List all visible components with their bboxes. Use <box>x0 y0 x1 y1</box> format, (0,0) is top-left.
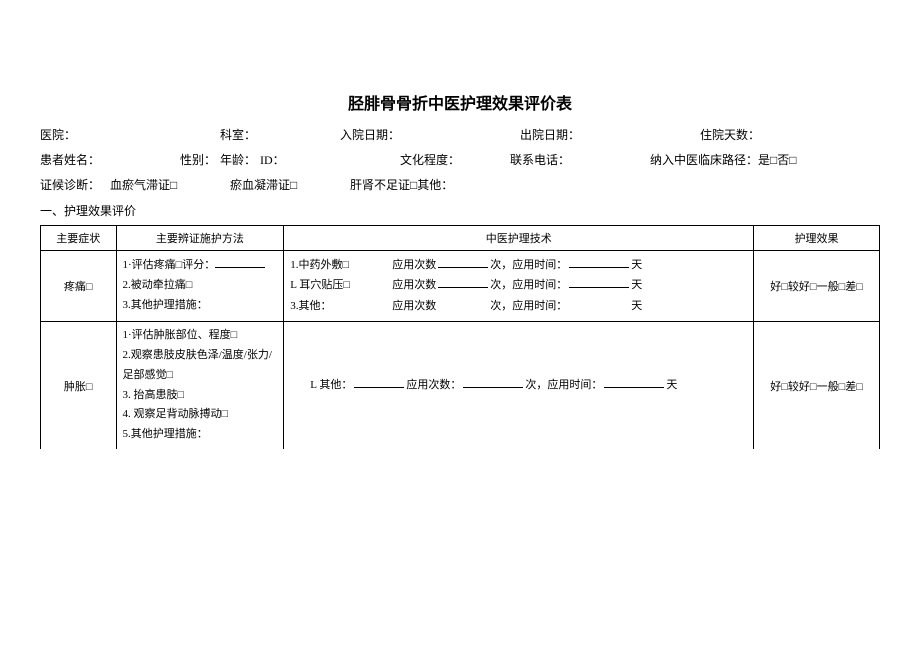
header-symptom: 主要症状 <box>41 225 117 250</box>
blank[interactable] <box>215 257 265 268</box>
count-label: 应用次数 <box>392 296 436 317</box>
count-unit: 次，应用时间： <box>490 275 567 296</box>
phone-label: 联系电话： <box>510 151 650 170</box>
r1-t1: 1.中药外敷□ <box>290 255 390 276</box>
admit-date-label: 入院日期： <box>340 126 520 145</box>
info-row-3: 证候诊断： 血瘀气滞证□ 瘀血凝滞证□ 肝肾不足证□其他： <box>40 176 880 195</box>
effect-pain: 好□较好□一般□差□ <box>754 250 880 322</box>
r2-m3: 3. 抬高患肢□ <box>123 386 278 406</box>
page-title: 胫腓骨骨折中医护理效果评价表 <box>40 90 880 114</box>
info-row-1: 医院： 科室： 入院日期： 出院日期： 住院天数： <box>40 126 880 145</box>
name-label: 患者姓名： <box>40 151 180 170</box>
blank[interactable] <box>569 277 629 288</box>
r1-m2: 2.被动牵拉痛□ <box>123 276 278 296</box>
header-effect: 护理效果 <box>754 225 880 250</box>
hospital-label: 医院： <box>40 126 220 145</box>
count-unit: 次，应用时间： <box>490 255 567 276</box>
edu-label: 文化程度： <box>400 151 510 170</box>
blank[interactable] <box>604 377 664 388</box>
count-label: 应用次数： <box>406 375 461 396</box>
blank[interactable] <box>569 257 629 268</box>
evaluation-table: 主要症状 主要辨证施护方法 中医护理技术 护理效果 疼痛□ 1·评估疼痛□评分：… <box>40 225 880 449</box>
blank[interactable] <box>463 377 523 388</box>
diag-label: 证候诊断： <box>40 176 110 195</box>
symptom-pain: 疼痛□ <box>41 250 117 322</box>
age-label: 年龄： <box>220 151 260 170</box>
diag3: 肝肾不足证□其他： <box>350 176 453 195</box>
table-row: 疼痛□ 1·评估疼痛□评分： 2.被动牵拉痛□ 3.其他护理措施： 1.中药外敷… <box>41 250 880 322</box>
header-method: 主要辨证施护方法 <box>116 225 284 250</box>
r1-t2: L 耳穴贴压□ <box>290 275 390 296</box>
r1-t3: 3.其他： <box>290 296 390 317</box>
id-label: ID： <box>260 151 400 170</box>
r2-t1: L 其他： <box>310 375 352 396</box>
table-header-row: 主要症状 主要辨证施护方法 中医护理技术 护理效果 <box>41 225 880 250</box>
method-pain: 1·评估疼痛□评分： 2.被动牵拉痛□ 3.其他护理措施： <box>116 250 284 322</box>
info-row-2: 患者姓名： 性别： 年龄： ID： 文化程度： 联系电话： 纳入中医临床路径：是… <box>40 151 880 170</box>
r2-m4: 4. 观察足背动脉搏动□ <box>123 405 278 425</box>
blank[interactable] <box>438 257 488 268</box>
symptom-swelling: 肿胀□ <box>41 322 117 449</box>
tech-swelling: L 其他： 应用次数： 次，应用时间： 天 <box>284 322 754 449</box>
count-unit: 次，应用时间： <box>525 375 602 396</box>
r2-m5: 5.其他护理措施： <box>123 425 278 445</box>
dept-label: 科室： <box>220 126 340 145</box>
method-swelling: 1·评估肿胀部位、程度□ 2.观察患肢皮肤色泽/温度/张力/足部感觉□ 3. 抬… <box>116 322 284 449</box>
count-label: 应用次数 <box>392 255 436 276</box>
r1-m1: 1·评估疼痛□评分： <box>123 259 216 271</box>
header-tech: 中医护理技术 <box>284 225 754 250</box>
days-label: 住院天数： <box>700 126 760 145</box>
day-unit: 天 <box>631 296 642 317</box>
count-label: 应用次数 <box>392 275 436 296</box>
blank[interactable] <box>354 377 404 388</box>
day-unit: 天 <box>666 375 677 396</box>
pathway-label: 纳入中医临床路径：是□否□ <box>650 151 797 170</box>
r2-m2: 2.观察患肢皮肤色泽/温度/张力/足部感觉□ <box>123 346 278 386</box>
count-unit: 次，应用时间： <box>490 296 567 317</box>
blank[interactable] <box>438 277 488 288</box>
diag2: 瘀血凝滞证□ <box>230 176 350 195</box>
diag1: 血瘀气滞证□ <box>110 176 230 195</box>
table-row: 肿胀□ 1·评估肿胀部位、程度□ 2.观察患肢皮肤色泽/温度/张力/足部感觉□ … <box>41 322 880 449</box>
effect-swelling: 好□较好□一般□差□ <box>754 322 880 449</box>
discharge-date-label: 出院日期： <box>520 126 700 145</box>
day-unit: 天 <box>631 275 642 296</box>
tech-pain: 1.中药外敷□ 应用次数 次，应用时间： 天 L 耳穴贴压□ 应用次数 次，应用… <box>284 250 754 322</box>
r1-m3: 3.其他护理措施： <box>123 296 278 316</box>
section-1-heading: 一、护理效果评价 <box>40 202 880 219</box>
r2-m1: 1·评估肿胀部位、程度□ <box>123 326 278 346</box>
day-unit: 天 <box>631 255 642 276</box>
gender-label: 性别： <box>180 151 220 170</box>
